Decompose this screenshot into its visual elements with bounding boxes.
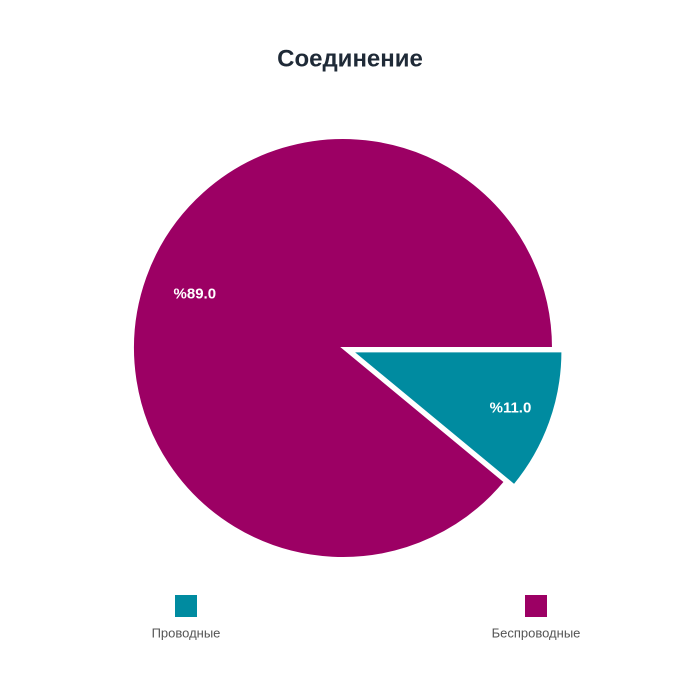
pie-slice <box>132 137 555 559</box>
legend-swatch <box>175 595 197 617</box>
legend-label: Беспроводные <box>492 625 581 640</box>
legend-swatch <box>525 595 547 617</box>
value-label: %11.0 <box>490 399 532 416</box>
value-label: %89.0 <box>174 286 217 303</box>
legend-label: Проводные <box>152 625 221 640</box>
pie-slice <box>349 350 564 487</box>
chart-title: Соединение <box>277 45 423 72</box>
